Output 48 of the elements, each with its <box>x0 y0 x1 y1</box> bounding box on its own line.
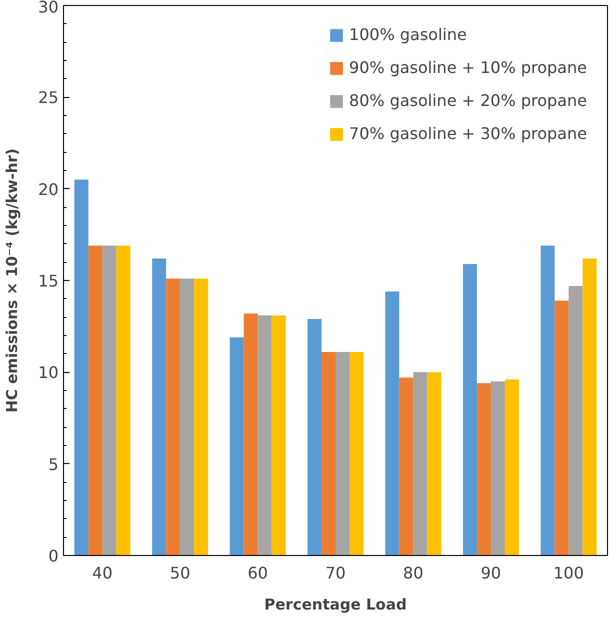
x-tick-label: 90 <box>480 564 502 582</box>
bar <box>88 246 102 556</box>
bar <box>180 278 194 556</box>
x-tick-label: 100 <box>553 564 584 582</box>
bar <box>462 264 477 556</box>
legend-label: 70% gasoline + 30% propane <box>349 124 587 143</box>
y-tick-label: 15 <box>38 272 58 290</box>
bar <box>582 258 597 556</box>
y-tick-label: 25 <box>38 88 58 108</box>
bar <box>504 380 519 556</box>
x-tick-label: 40 <box>92 564 113 582</box>
y-tick-label: 10 <box>38 363 58 382</box>
bar <box>166 278 180 556</box>
bar <box>413 372 428 556</box>
legend-label: 100% gasoline <box>349 25 467 44</box>
bar <box>349 352 364 556</box>
bar <box>194 278 208 556</box>
bar <box>540 246 555 556</box>
bar <box>490 381 505 556</box>
x-tick-label: 50 <box>170 564 190 582</box>
bar <box>244 314 258 556</box>
bar <box>102 246 116 556</box>
y-axis-title: HC emissions × 10⁻⁴ (kg/kw-hr) <box>3 148 22 413</box>
bar <box>322 352 336 556</box>
y-tick-label: 20 <box>38 180 58 199</box>
bar <box>152 258 166 556</box>
legend-label: 90% gasoline + 10% propane <box>349 58 587 77</box>
bar <box>336 352 350 556</box>
bar <box>230 337 244 556</box>
y-tick-label: 30 <box>38 0 58 16</box>
x-tick-label: 80 <box>403 564 424 582</box>
bar <box>568 286 583 556</box>
bar <box>258 315 272 556</box>
bar <box>399 378 414 556</box>
bar <box>385 292 400 556</box>
x-axis-title: Percentage Load <box>264 596 407 614</box>
y-tick-label: 5 <box>48 454 59 474</box>
bar <box>74 180 88 556</box>
bar <box>554 300 569 556</box>
bar <box>427 372 442 556</box>
bar <box>476 383 491 556</box>
legend-label: 80% gasoline + 20% propane <box>349 91 587 110</box>
bar <box>308 319 322 556</box>
y-tick-label: 0 <box>48 546 59 566</box>
x-tick-label: 60 <box>248 564 268 582</box>
bar <box>116 246 130 556</box>
bar <box>272 315 286 556</box>
x-tick-label: 70 <box>325 564 346 582</box>
